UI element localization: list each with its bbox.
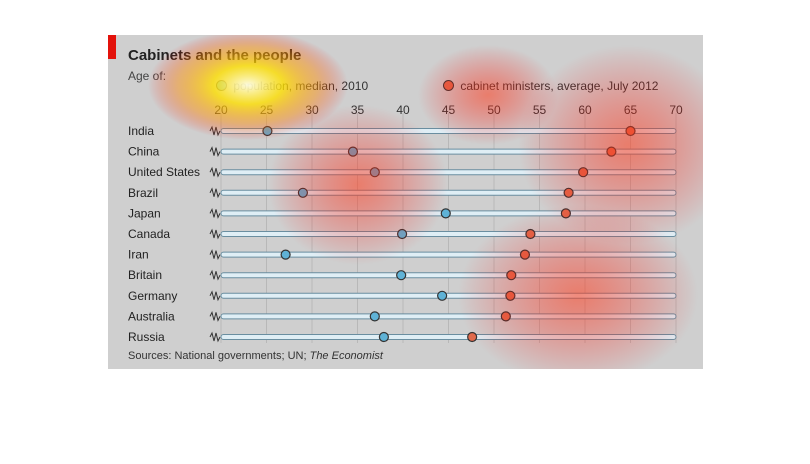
category-label: Japan <box>128 206 161 220</box>
category-label: India <box>128 124 154 138</box>
axis-break-icon <box>209 207 221 219</box>
population-dot <box>396 228 408 240</box>
axis-break-icon <box>209 146 221 158</box>
axis-break-icon <box>209 125 221 137</box>
source-text: Sources: National governments; UN; <box>128 350 310 362</box>
axis-break-icon <box>209 331 221 343</box>
x-tick-label: 30 <box>305 103 319 117</box>
population-dot <box>378 331 389 343</box>
row-track <box>220 334 677 340</box>
cabinet-dot <box>519 249 531 260</box>
row-track <box>220 313 677 320</box>
population-dot <box>262 125 273 137</box>
axis-break-icon <box>209 187 221 199</box>
axis-break-icon <box>209 310 221 322</box>
cabinet-dot <box>560 208 571 219</box>
category-label: United States <box>128 165 200 179</box>
x-tick-label: 40 <box>396 103 410 117</box>
x-tick-label: 45 <box>442 103 456 117</box>
axis-break-icon <box>209 166 221 178</box>
category-label: Australia <box>128 309 175 323</box>
population-dot <box>297 187 308 198</box>
cabinet-dot <box>506 270 517 281</box>
population-dot <box>369 167 380 178</box>
population-dot <box>396 270 407 281</box>
cabinet-dot <box>578 167 589 178</box>
population-dot <box>440 208 451 219</box>
chart-frame: Cabinets and the people Age of: populati… <box>108 35 703 369</box>
cabinet-dot <box>606 146 617 157</box>
cabinet-dot <box>525 228 536 240</box>
row-track <box>220 272 677 279</box>
x-tick-label: 50 <box>487 103 501 117</box>
cabinet-dot <box>625 125 636 137</box>
x-tick-label: 65 <box>624 103 638 117</box>
category-label: Russia <box>128 330 165 344</box>
population-dot <box>369 311 380 322</box>
cabinet-dot <box>500 311 511 322</box>
category-label: Britain <box>128 268 162 282</box>
row-track <box>220 231 677 237</box>
axis-break-icon <box>209 228 221 240</box>
row-track <box>220 292 677 299</box>
source-note: Sources: National governments; UN; The E… <box>128 350 383 362</box>
category-label: Canada <box>128 227 170 241</box>
category-label: Germany <box>128 289 177 303</box>
cabinet-dot <box>563 187 574 198</box>
population-dot <box>280 249 291 260</box>
axis-break-icon <box>209 249 221 261</box>
dot-plot: 20 25 30 35 40 45 50 55 60 65 70 India China United S… <box>128 103 683 344</box>
axis-break-icon <box>209 290 221 302</box>
x-tick-label: 70 <box>669 103 683 117</box>
population-dot <box>347 146 359 157</box>
x-tick-label: 55 <box>533 103 547 117</box>
population-dot <box>437 290 448 301</box>
x-tick-label: 35 <box>351 103 365 117</box>
row-track <box>220 128 677 134</box>
axis-break-icon <box>209 269 221 281</box>
x-tick-label: 20 <box>214 103 228 117</box>
cabinet-dot <box>505 290 516 301</box>
category-label: Iran <box>128 248 149 262</box>
row-track <box>220 169 677 176</box>
source-publication: The Economist <box>309 350 383 362</box>
category-label: Brazil <box>128 186 158 200</box>
category-label: China <box>128 145 160 159</box>
red-tab-marker <box>108 35 116 59</box>
row-track <box>220 189 677 196</box>
x-tick-label: 60 <box>578 103 592 117</box>
cabinet-dot <box>467 331 478 343</box>
x-tick-label: 25 <box>260 103 274 117</box>
